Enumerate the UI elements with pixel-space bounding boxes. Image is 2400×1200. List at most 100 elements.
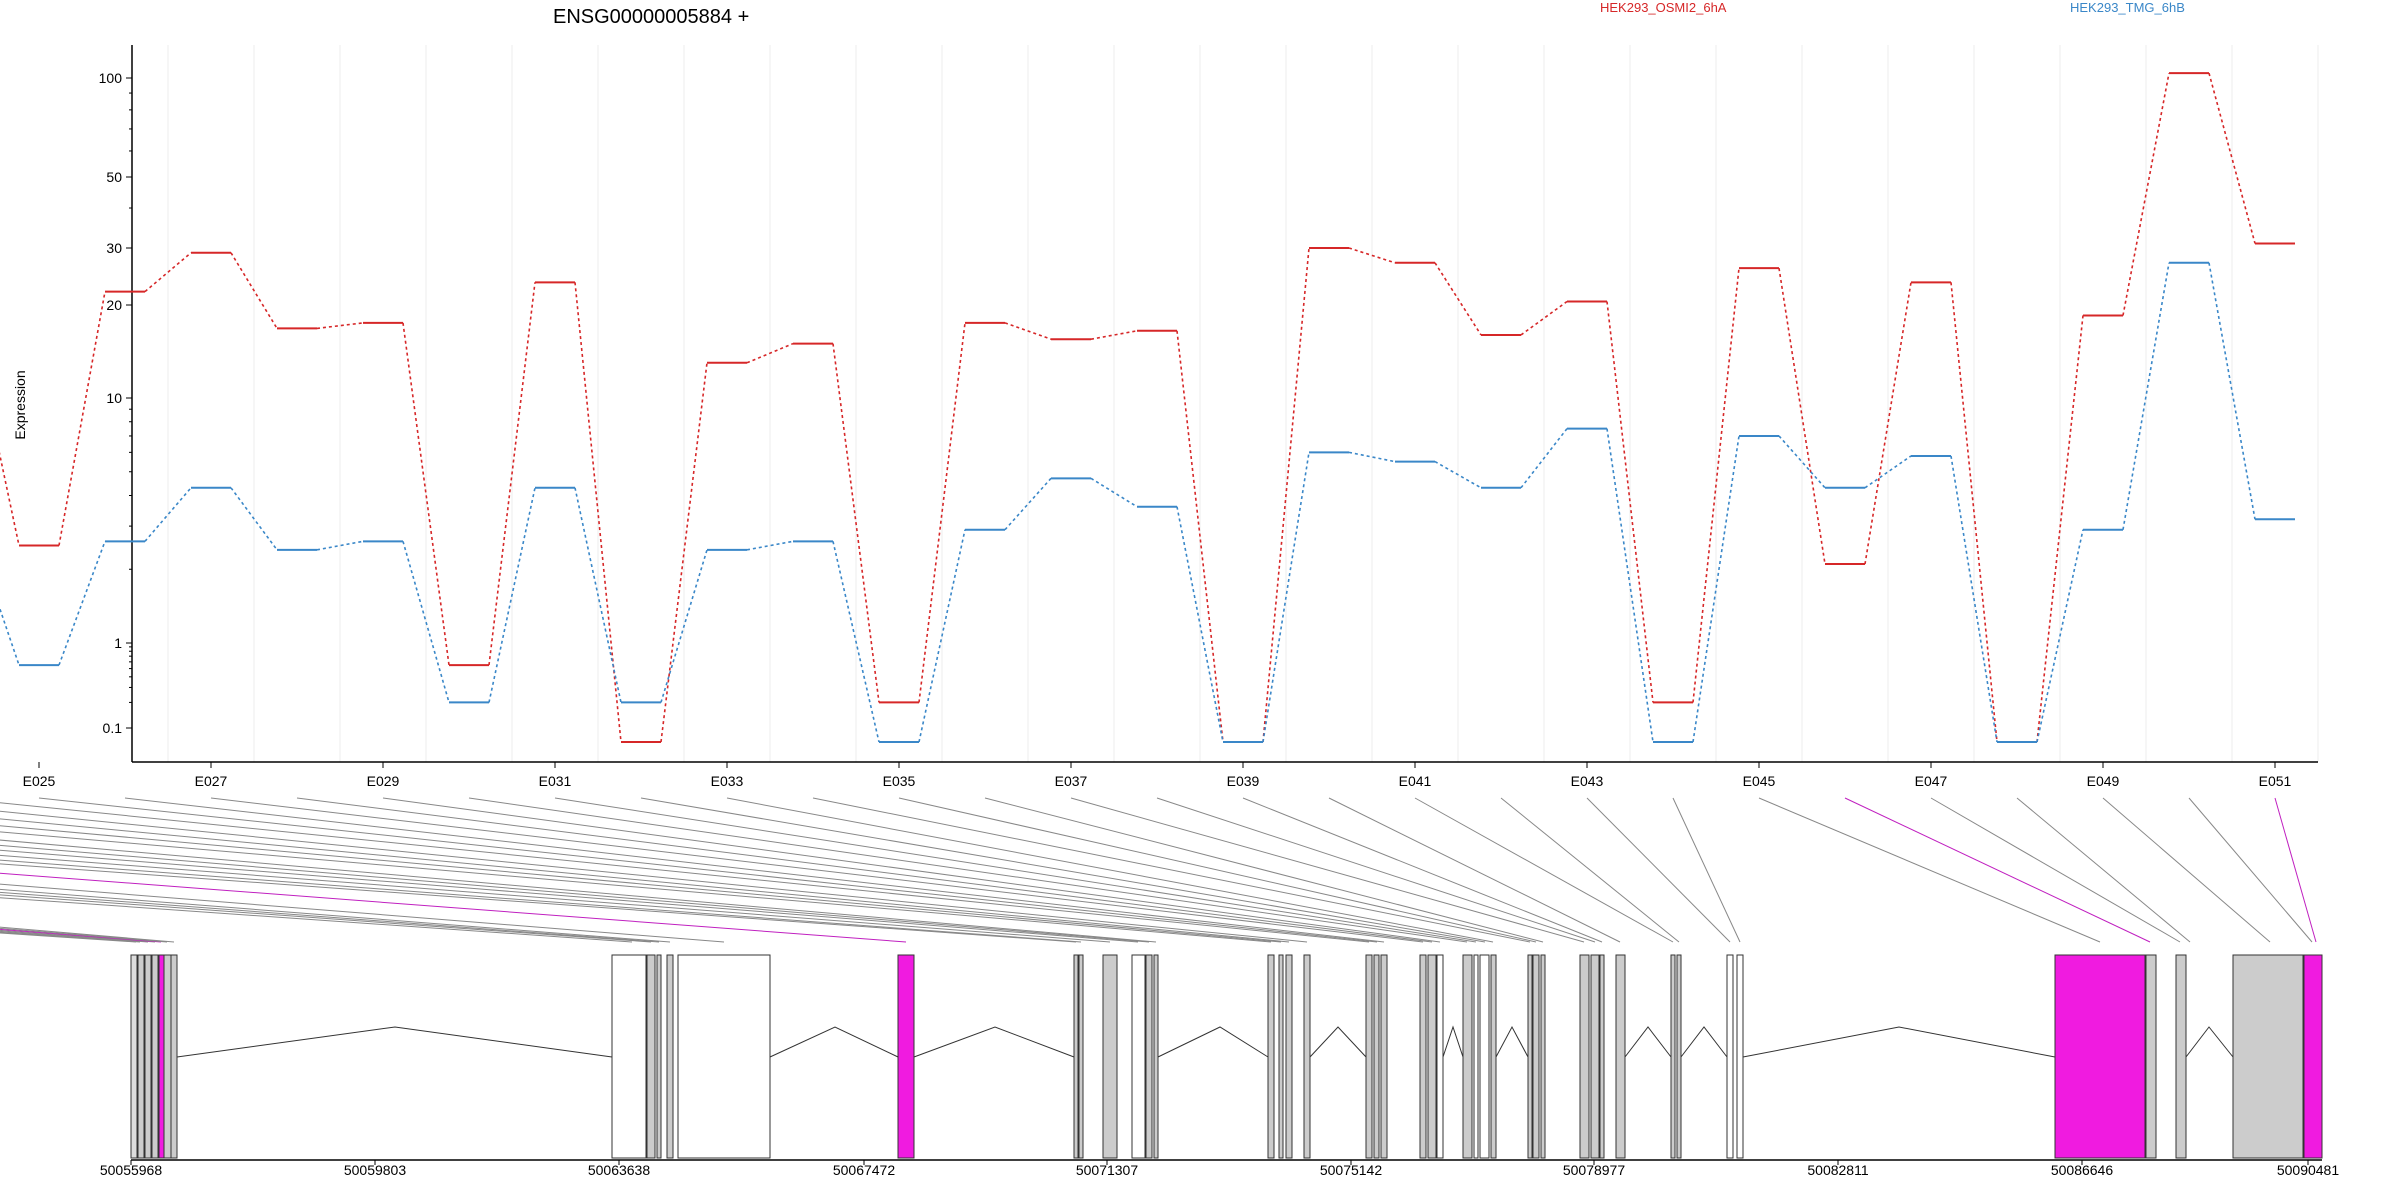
genomic-coordinate-label: 50067472 <box>833 1162 896 1178</box>
y-tick-label: 20 <box>106 297 122 313</box>
genomic-coordinate-label: 50055968 <box>100 1162 163 1178</box>
series-connector <box>230 252 278 329</box>
exon-box <box>1303 954 1311 1159</box>
series-connector <box>1692 268 1740 703</box>
series-connector <box>316 322 364 330</box>
intron <box>769 1026 899 1058</box>
exon-connector-line <box>124 797 1385 943</box>
exon-connector-line <box>1070 797 1585 943</box>
x-tick-label: E041 <box>1399 773 1432 789</box>
exon-connector-line <box>382 797 1441 943</box>
exon-box <box>1267 954 1275 1159</box>
x-tick-label: E039 <box>1227 773 1260 789</box>
exon-connector-line <box>0 859 1082 943</box>
legend-label-series-2: HEK293_TMG_6hB <box>2070 0 2185 15</box>
genomic-coordinate-label: 50075142 <box>1320 1162 1383 1178</box>
x-tick-label: E043 <box>1571 773 1604 789</box>
exon-box <box>170 954 178 1159</box>
exon-connector-line <box>898 797 1537 943</box>
series-connector <box>1262 452 1310 743</box>
x-tick-label: E045 <box>1743 773 1776 789</box>
exon-box <box>1676 954 1682 1159</box>
exon-connector-line <box>1586 797 1731 943</box>
exon-box <box>611 954 647 1159</box>
intron <box>2185 1026 2234 1058</box>
series-connector <box>1606 301 1654 703</box>
exon-box <box>1278 954 1284 1159</box>
y-tick-label: 10 <box>106 390 122 406</box>
genomic-coordinate-label: 50090481 <box>2277 1162 2340 1178</box>
exon-box <box>677 954 771 1159</box>
y-tick-label: 0.1 <box>103 720 123 736</box>
genomic-coordinate-label: 50059803 <box>344 1162 407 1178</box>
y-tick-label: 50 <box>106 169 122 185</box>
intron <box>1309 1026 1367 1058</box>
exon-connector-line <box>2188 797 2313 943</box>
x-tick-label: E031 <box>539 773 572 789</box>
exon-connector-line <box>2274 797 2317 943</box>
x-tick-label: E025 <box>23 773 56 789</box>
exon-connector-line <box>38 797 1378 943</box>
exon-box <box>1736 954 1744 1159</box>
exon-connector-line <box>468 797 1468 943</box>
exon-box <box>1473 954 1479 1159</box>
series-connector <box>2208 262 2256 520</box>
exon-box <box>1419 954 1427 1159</box>
series-connector <box>2036 529 2084 743</box>
exon-connector-line <box>1156 797 1596 943</box>
exon-connector-line <box>2016 797 2191 943</box>
series-connector <box>316 540 364 551</box>
exon-box <box>1073 954 1079 1159</box>
y-tick-label: 30 <box>106 240 122 256</box>
legend-label-series-1: HEK293_OSMI2_6hA <box>1600 0 1727 15</box>
exon-box <box>646 954 656 1159</box>
grid-layer <box>167 45 2319 762</box>
exon-box <box>897 954 915 1159</box>
exon-box <box>1373 954 1380 1159</box>
exon-box <box>2175 954 2187 1159</box>
genomic-coordinate-label: 50082811 <box>1807 1162 1868 1178</box>
x-tick-label: E047 <box>1915 773 1948 789</box>
exon-connector-line <box>0 863 1077 943</box>
exon-connector-line <box>0 839 1157 943</box>
exon-connector-line <box>0 844 1150 943</box>
series-connector <box>918 529 966 743</box>
exon-box <box>1540 954 1546 1159</box>
exon-connector-line <box>640 797 1486 943</box>
series-connector <box>1778 267 1826 565</box>
series-connector <box>1348 451 1396 463</box>
series-connector <box>832 541 880 743</box>
gene-model-layer: 50055968 50059803 50063638 50067472 50071307… <box>100 954 2340 1178</box>
intron <box>1442 1025 1464 1058</box>
exon-box <box>1427 954 1437 1159</box>
exon-connector-line <box>1328 797 1621 943</box>
exon-connector-line <box>984 797 1544 943</box>
exon-box <box>1579 954 1590 1159</box>
series-connector <box>144 252 192 293</box>
exon-connector-line <box>1672 797 1741 943</box>
exon-box <box>1615 954 1626 1159</box>
x-tick-label: E037 <box>1055 773 1088 789</box>
exon-connector-line <box>0 854 1111 943</box>
exon-box <box>1145 954 1153 1159</box>
series-connector <box>1176 506 1224 743</box>
series-connector <box>1348 247 1396 264</box>
y-axis-label: Expression <box>12 370 28 439</box>
exon-connector-line <box>0 897 633 943</box>
exon-box <box>1590 954 1600 1159</box>
exon-connector-line <box>0 825 1282 943</box>
series-connector <box>918 322 966 703</box>
exon-box <box>2232 954 2304 1159</box>
genomic-coordinate-label: 50086646 <box>2051 1162 2114 1178</box>
series-connector <box>1090 330 1138 340</box>
series-connector <box>402 541 450 703</box>
exon-connector-line <box>1758 797 2101 943</box>
exon-connector-line <box>1500 797 1680 943</box>
exon-box <box>1462 954 1473 1159</box>
axes-layer: 0.1110203050100E001E003E005E007E009E011E… <box>23 45 2318 789</box>
series-layer <box>0 72 2295 743</box>
series-connector <box>1950 455 1998 743</box>
series-connector <box>1520 428 1568 489</box>
series-connector <box>660 549 708 703</box>
